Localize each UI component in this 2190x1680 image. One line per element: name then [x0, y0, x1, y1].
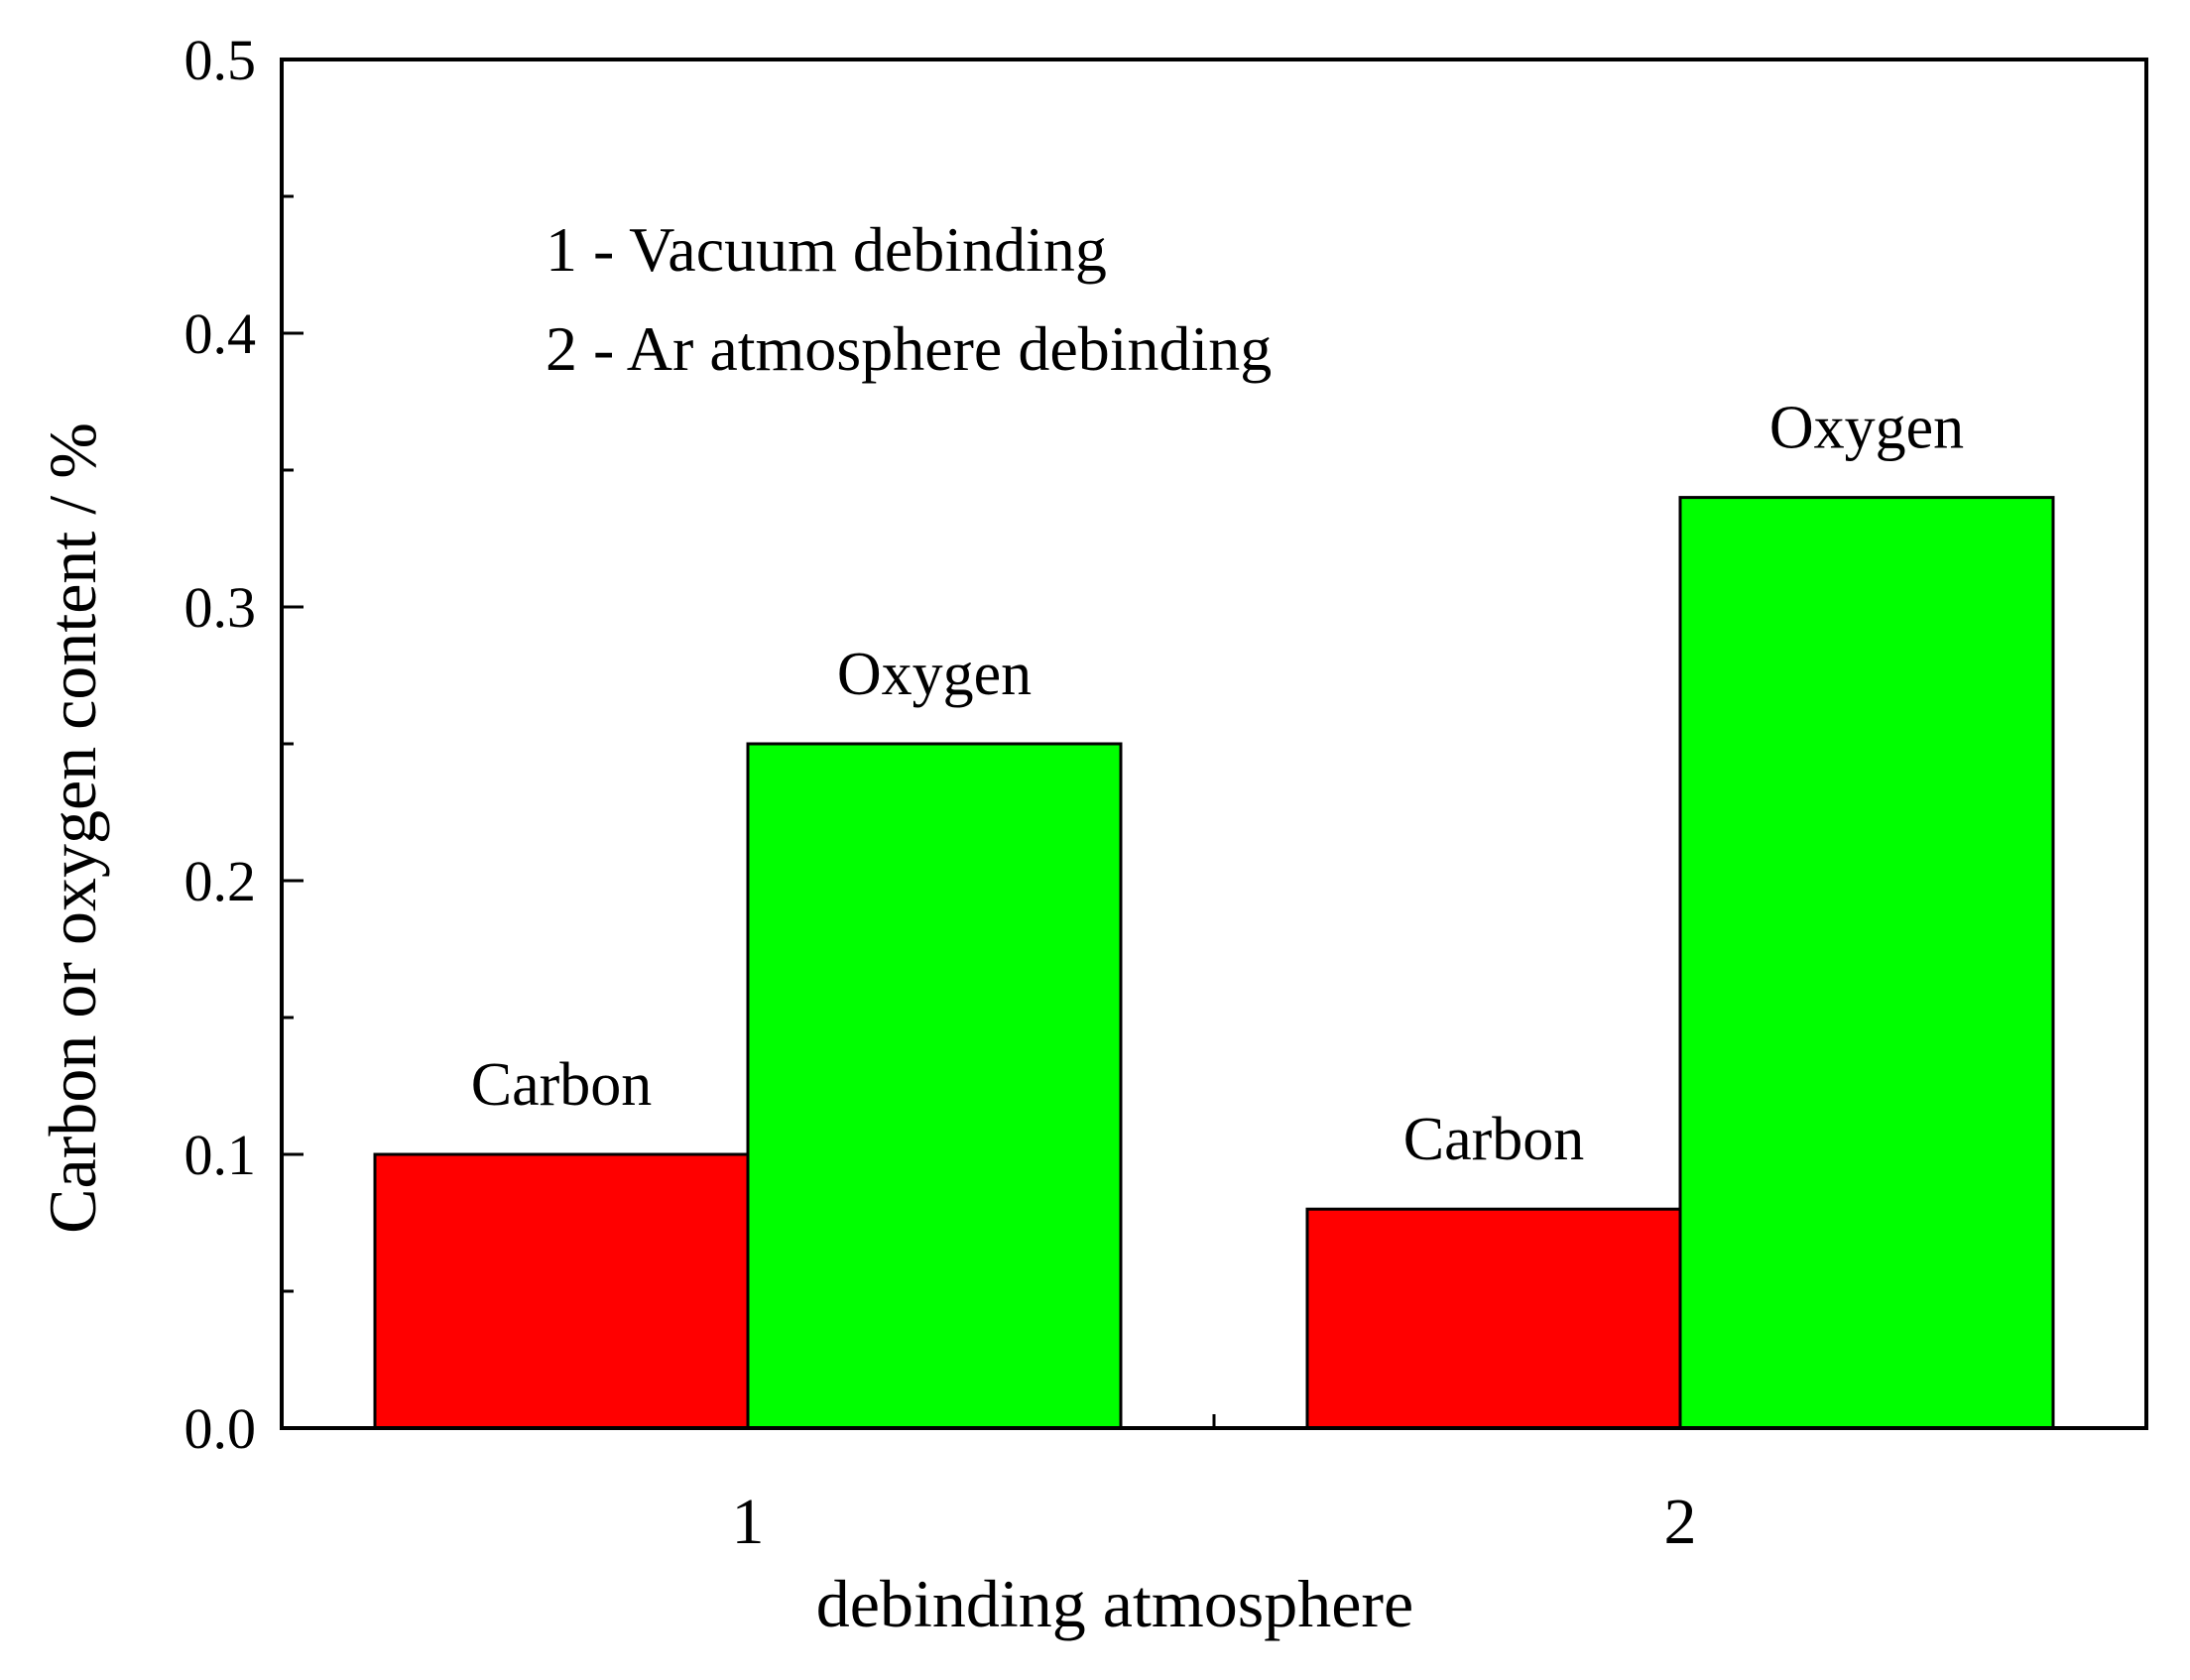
y-axis-label: Carbon or oxygen content / % [35, 422, 110, 1234]
x-axis-label: debinding atmosphere [816, 1566, 1413, 1641]
bar-label-carbon-2: Carbon [1403, 1106, 1585, 1173]
y-tick-label: 0.4 [184, 301, 257, 366]
bar-oxygen-1 [746, 742, 1123, 1430]
y-ticks-group: 0.0 0.1 0.2 0.3 0.4 0.5 [184, 28, 304, 1461]
y-tick-label: 0.5 [184, 28, 257, 92]
bar-oxygen-2 [1678, 496, 2055, 1430]
bar-carbon-2 [1305, 1207, 1682, 1430]
x-tick-label: 2 [1664, 1486, 1697, 1558]
bar-label-oxygen-1: Oxygen [837, 641, 1032, 708]
y-tick-label: 0.0 [184, 1396, 257, 1461]
y-tick-label: 0.1 [184, 1123, 257, 1187]
y-tick-label: 0.3 [184, 575, 257, 640]
bar-label-oxygen-2: Oxygen [1769, 395, 1964, 462]
bar-labels-group: Carbon Oxygen Carbon Oxygen [471, 395, 1964, 1174]
y-tick-label: 0.2 [184, 849, 257, 913]
annotation-vacuum: 1 - Vacuum debinding [546, 214, 1107, 285]
bars-group [373, 496, 2055, 1430]
x-tick-label: 1 [732, 1486, 765, 1558]
bar-label-carbon-1: Carbon [471, 1051, 653, 1119]
bar-carbon-1 [373, 1152, 750, 1430]
annotation-argon: 2 - Ar atmosphere debinding [546, 313, 1272, 384]
